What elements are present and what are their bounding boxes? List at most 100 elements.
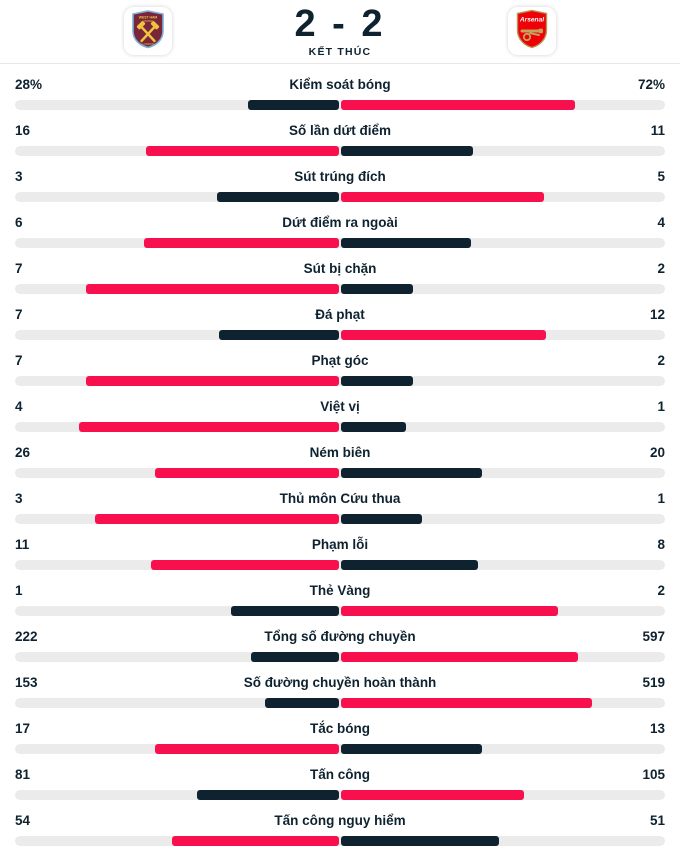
stat-row: 16 Số lần dứt điểm 11 — [15, 110, 665, 156]
home-bar — [217, 192, 339, 202]
home-bar — [230, 606, 339, 616]
stat-label: Việt vị — [320, 399, 360, 414]
away-value: 51 — [649, 813, 665, 828]
home-bar — [86, 284, 339, 294]
stat-label: Dứt điểm ra ngoài — [282, 215, 398, 230]
home-bar — [154, 744, 339, 754]
stat-label: Số đường chuyền hoàn thành — [243, 675, 437, 690]
home-value: 17 — [15, 721, 31, 736]
svg-text:Arsenal: Arsenal — [519, 16, 544, 23]
away-bar — [341, 652, 578, 662]
away-value: 11 — [650, 123, 665, 138]
stat-label: Thẻ Vàng — [309, 583, 371, 598]
away-value: 519 — [642, 675, 665, 690]
away-value: 5 — [657, 169, 665, 184]
stat-row: 153 Số đường chuyền hoàn thành 519 — [15, 662, 665, 708]
stat-label: Kiểm soát bóng — [289, 77, 391, 92]
home-bar — [146, 146, 339, 156]
home-bar — [95, 514, 339, 524]
away-bar — [341, 192, 545, 202]
home-value: 3 — [15, 491, 23, 506]
stat-row: 4 Việt vị 1 — [15, 386, 665, 432]
home-bar — [79, 422, 339, 432]
stat-bar-track — [15, 284, 665, 294]
stat-bar-track — [15, 192, 665, 202]
away-value: 2 — [657, 353, 665, 368]
stat-bar-track — [15, 330, 665, 340]
away-value: 8 — [657, 537, 665, 552]
svg-text:LONDON: LONDON — [142, 42, 154, 46]
stat-label: Thủ môn Cứu thua — [279, 491, 401, 506]
stat-row-header: 28% Kiểm soát bóng 72% — [15, 77, 665, 93]
home-bar — [197, 790, 339, 800]
stat-row: 222 Tổng số đường chuyền 597 — [15, 616, 665, 662]
stat-bar-track — [15, 836, 665, 846]
away-bar — [341, 836, 499, 846]
stat-row-header: 7 Sút bị chặn 2 — [15, 261, 665, 277]
stat-row-header: 4 Việt vị 1 — [15, 399, 665, 415]
stat-row-header: 1 Thẻ Vàng 2 — [15, 583, 665, 599]
away-value: 12 — [649, 307, 665, 322]
stat-row: 1 Thẻ Vàng 2 — [15, 570, 665, 616]
away-bar — [341, 468, 483, 478]
stat-label: Sút bị chặn — [303, 261, 377, 276]
stat-row-header: 7 Đá phạt 12 — [15, 307, 665, 323]
home-bar — [250, 652, 339, 662]
home-value: 11 — [15, 537, 30, 552]
home-value: 1 — [15, 583, 23, 598]
home-bar — [144, 238, 339, 248]
away-bar — [341, 376, 414, 386]
stat-row-header: 3 Sút trúng đích 5 — [15, 169, 665, 185]
home-value: 7 — [15, 261, 23, 276]
match-status: KẾT THÚC — [308, 46, 372, 58]
home-value: 6 — [15, 215, 23, 230]
away-bar — [341, 744, 482, 754]
stat-row: 7 Đá phạt 12 — [15, 294, 665, 340]
stat-row: 81 Tấn công 105 — [15, 754, 665, 800]
home-value: 54 — [15, 813, 31, 828]
home-bar — [248, 100, 339, 110]
away-bar — [341, 146, 474, 156]
west-ham-crest-icon: WEST HAM UNITED LONDON — [128, 9, 168, 54]
home-value: 81 — [15, 767, 31, 782]
home-value: 16 — [15, 123, 31, 138]
stat-row: 26 Ném biên 20 — [15, 432, 665, 478]
home-value: 222 — [15, 629, 38, 644]
home-value: 28% — [15, 77, 43, 92]
stat-label: Phạm lỗi — [311, 537, 369, 552]
stat-bar-track — [15, 146, 665, 156]
stat-row: 17 Tắc bóng 13 — [15, 708, 665, 754]
stat-row: 7 Phạt góc 2 — [15, 340, 665, 386]
stat-label: Đá phạt — [315, 307, 365, 322]
stat-label: Tổng số đường chuyền — [264, 629, 416, 644]
stat-row: 54 Tấn công nguy hiểm 51 — [15, 800, 665, 846]
away-value: 597 — [642, 629, 665, 644]
home-value: 3 — [15, 169, 23, 184]
stat-row-header: 81 Tấn công 105 — [15, 767, 665, 783]
away-bar — [341, 560, 478, 570]
home-bar — [219, 330, 339, 340]
away-value: 1 — [657, 399, 665, 414]
away-bar — [341, 238, 471, 248]
stat-row-header: 11 Phạm lỗi 8 — [15, 537, 665, 553]
home-team-badge: WEST HAM UNITED LONDON — [124, 7, 172, 55]
home-value: 26 — [15, 445, 31, 460]
stat-row: 28% Kiểm soát bóng 72% — [15, 64, 665, 110]
away-team-badge: Arsenal — [508, 7, 556, 55]
stat-row-header: 3 Thủ môn Cứu thua 1 — [15, 491, 665, 507]
arsenal-crest-icon: Arsenal — [512, 9, 552, 54]
stat-bar-track — [15, 376, 665, 386]
away-bar — [341, 514, 423, 524]
stat-row-header: 16 Số lần dứt điểm 11 — [15, 123, 665, 139]
away-bar — [341, 606, 558, 616]
stat-bar-track — [15, 422, 665, 432]
stat-label: Phạt góc — [311, 353, 369, 368]
away-value: 4 — [657, 215, 665, 230]
stat-bar-track — [15, 514, 665, 524]
stat-row: 3 Sút trúng đích 5 — [15, 156, 665, 202]
home-value: 4 — [15, 399, 23, 414]
home-value: 153 — [15, 675, 38, 690]
home-bar — [150, 560, 339, 570]
stat-row-header: 54 Tấn công nguy hiểm 51 — [15, 813, 665, 829]
stat-row: 6 Dứt điểm ra ngoài 4 — [15, 202, 665, 248]
